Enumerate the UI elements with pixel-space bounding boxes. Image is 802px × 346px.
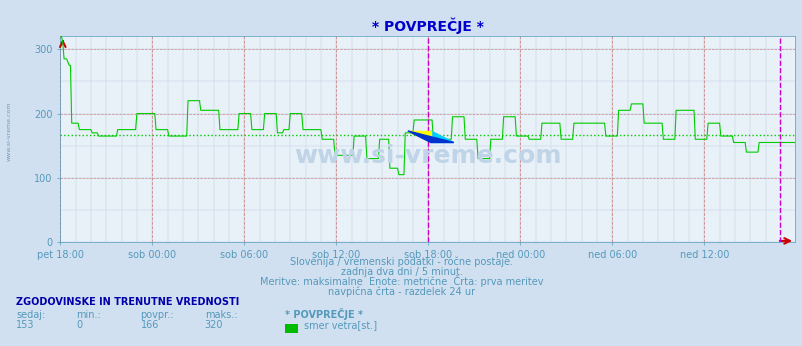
Text: maks.:: maks.: <box>205 310 237 320</box>
Text: 153: 153 <box>16 320 34 330</box>
Polygon shape <box>430 131 453 143</box>
Text: navpična črta - razdelek 24 ur: navpična črta - razdelek 24 ur <box>327 286 475 297</box>
Text: www.si-vreme.com: www.si-vreme.com <box>294 144 561 168</box>
Text: * POVPREČJE *: * POVPREČJE * <box>285 308 363 320</box>
Text: 0: 0 <box>76 320 83 330</box>
Polygon shape <box>407 131 453 143</box>
Title: * POVPREČJE *: * POVPREČJE * <box>371 17 483 34</box>
Text: ZGODOVINSKE IN TRENUTNE VREDNOSTI: ZGODOVINSKE IN TRENUTNE VREDNOSTI <box>16 297 239 307</box>
Text: min.:: min.: <box>76 310 101 320</box>
Text: povpr.:: povpr.: <box>140 310 174 320</box>
Text: zadnja dva dni / 5 minut.: zadnja dva dni / 5 minut. <box>340 267 462 277</box>
Text: Slovenija / vremenski podatki - ročne postaje.: Slovenija / vremenski podatki - ročne po… <box>290 256 512 267</box>
Polygon shape <box>407 131 430 143</box>
Text: sedaj:: sedaj: <box>16 310 45 320</box>
Text: 166: 166 <box>140 320 159 330</box>
Text: www.si-vreme.com: www.si-vreme.com <box>6 102 11 161</box>
Text: 320: 320 <box>205 320 223 330</box>
Text: smer vetra[st.]: smer vetra[st.] <box>304 320 377 330</box>
Text: Meritve: maksimalne  Enote: metrične  Črta: prva meritev: Meritve: maksimalne Enote: metrične Črta… <box>259 275 543 288</box>
